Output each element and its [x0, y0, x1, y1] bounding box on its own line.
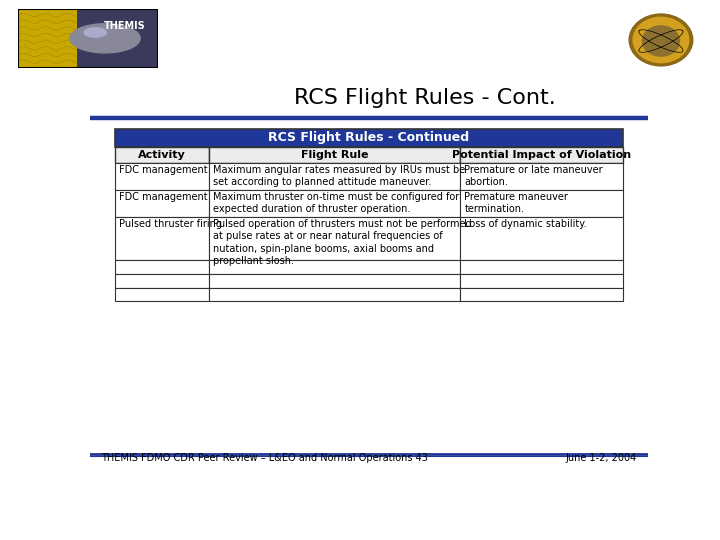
Bar [209, 147, 460, 163]
Bar [460, 260, 623, 274]
Text: Loss of dynamic stability.: Loss of dynamic stability. [464, 219, 587, 229]
Text: Premature maneuver
termination.: Premature maneuver termination. [464, 192, 568, 214]
Bar [209, 274, 460, 288]
Bar [115, 274, 209, 288]
Circle shape [84, 28, 107, 37]
Bar [209, 190, 460, 217]
Bar [115, 260, 209, 274]
Text: Pulsed thruster firing: Pulsed thruster firing [119, 219, 222, 229]
Bar [460, 147, 623, 163]
Bar [115, 147, 209, 163]
Bar [209, 217, 460, 260]
Bar [115, 217, 209, 260]
Text: Potential Impact of Violation: Potential Impact of Violation [452, 150, 631, 160]
Text: FDC management: FDC management [119, 192, 207, 202]
Text: Maximum angular rates measured by IRUs must be
set according to planned attitude: Maximum angular rates measured by IRUs m… [213, 165, 465, 187]
Text: June 1-2, 2004: June 1-2, 2004 [566, 453, 637, 463]
Bar [460, 288, 623, 301]
Bar [115, 129, 623, 147]
Text: RCS Flight Rules - Cont.: RCS Flight Rules - Cont. [294, 88, 556, 108]
Bar [209, 288, 460, 301]
Text: Pulsed operation of thrusters must not be performed
at pulse rates at or near na: Pulsed operation of thrusters must not b… [213, 219, 472, 266]
Text: FDC management: FDC management [119, 165, 207, 175]
Bar [115, 163, 209, 190]
Bar [460, 190, 623, 217]
Text: Premature or late maneuver
abortion.: Premature or late maneuver abortion. [464, 165, 603, 187]
Text: THEMIS: THEMIS [104, 21, 145, 30]
Text: RCS Flight Rules - Continued: RCS Flight Rules - Continued [269, 131, 469, 145]
Bar [18, 9, 77, 68]
Text: Flight Rule: Flight Rule [301, 150, 369, 160]
Bar [115, 190, 209, 217]
Text: THEMIS FDMO CDR Peer Review – L&EO and Normal Operations 43: THEMIS FDMO CDR Peer Review – L&EO and N… [101, 453, 428, 463]
Circle shape [633, 17, 689, 63]
Text: Maximum thruster on-time must be configured for
expected duration of thruster op: Maximum thruster on-time must be configu… [213, 192, 459, 214]
Bar [77, 9, 158, 68]
Bar [209, 163, 460, 190]
Bar [460, 274, 623, 288]
Circle shape [642, 26, 680, 56]
Bar [115, 288, 209, 301]
Circle shape [70, 24, 140, 53]
Bar [460, 217, 623, 260]
Circle shape [629, 14, 693, 66]
Bar [209, 260, 460, 274]
Text: Activity: Activity [138, 150, 186, 160]
Bar [460, 163, 623, 190]
